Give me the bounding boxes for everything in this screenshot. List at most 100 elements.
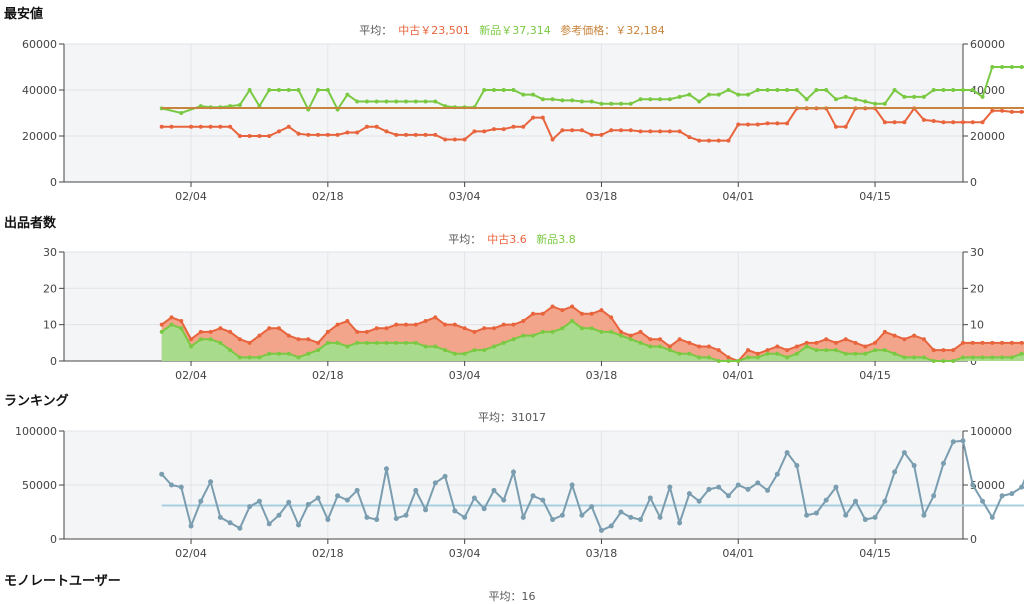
data-point-0 — [540, 497, 546, 503]
data-point-0 — [755, 480, 761, 486]
data-point-0 — [579, 128, 584, 133]
data-point-used — [404, 322, 409, 327]
x-tick-label: 03/18 — [586, 190, 618, 203]
data-point-1 — [716, 92, 721, 97]
data-point-0 — [785, 121, 790, 126]
data-point-used — [980, 340, 985, 345]
data-point-1 — [560, 98, 565, 103]
data-point-1 — [951, 88, 956, 92]
data-point-0 — [550, 517, 556, 523]
data-point-used — [628, 333, 633, 338]
data-point-1 — [482, 88, 487, 92]
data-point-1 — [394, 99, 399, 104]
x-tick-label: 02/18 — [312, 369, 344, 382]
y-tick-label-left: 0 — [50, 533, 57, 546]
data-point-0 — [980, 498, 986, 504]
data-point-1 — [892, 88, 897, 92]
data-point-0 — [296, 131, 301, 136]
data-point-0 — [471, 495, 477, 501]
data-point-1 — [579, 99, 584, 104]
sellers-section-title: 出品者数 — [4, 216, 57, 231]
data-point-used — [589, 311, 594, 316]
data-point-0 — [902, 120, 907, 125]
data-point-new — [814, 348, 819, 353]
data-point-1 — [794, 88, 799, 92]
data-point-0 — [735, 482, 741, 488]
monorate-section-title: モノレートユーザー — [4, 574, 121, 589]
data-point-1 — [970, 88, 975, 92]
data-point-used — [364, 329, 369, 334]
data-point-0 — [755, 122, 760, 127]
data-point-used — [511, 322, 516, 327]
data-point-used — [325, 329, 330, 334]
data-point-1 — [853, 97, 858, 102]
data-point-0 — [784, 450, 790, 456]
data-point-0 — [716, 138, 721, 143]
data-point-used — [912, 333, 917, 338]
data-point-0 — [344, 497, 350, 503]
data-point-0 — [393, 515, 399, 521]
data-point-0 — [882, 120, 887, 125]
data-point-0 — [980, 120, 985, 125]
data-point-used — [208, 329, 213, 334]
x-tick-label: 02/04 — [175, 369, 207, 382]
chart-1: 0 0 10 10 20 20 30 30 02/04 02/18 03/04 03/18 04/01 0… — [43, 246, 1024, 382]
data-point-1 — [267, 88, 272, 92]
y-tick-label-right: 20000 — [970, 130, 1005, 143]
data-point-used — [697, 344, 702, 349]
data-point-1 — [843, 94, 848, 99]
data-point-used — [863, 344, 868, 349]
data-point-0 — [706, 486, 712, 492]
data-point-0 — [911, 463, 917, 469]
data-point-new — [189, 344, 194, 349]
data-point-0 — [970, 120, 975, 125]
data-point-new — [833, 348, 838, 353]
data-point-new — [863, 351, 868, 356]
chart-2: 0 0 50000 50000 100000 100000 02/04 02/18 03/04 0… — [15, 425, 1024, 560]
data-point-new — [276, 351, 281, 356]
data-point-0 — [941, 120, 946, 125]
data-point-1 — [364, 99, 369, 104]
data-point-new — [931, 359, 936, 363]
data-point-1 — [521, 92, 526, 97]
ranking-avg-line: 平均：31017 — [478, 411, 546, 424]
data-point-new — [179, 326, 184, 331]
data-point-new — [237, 355, 242, 360]
data-point-new — [677, 351, 682, 356]
data-point-new — [296, 355, 301, 360]
data-point-0 — [364, 124, 369, 129]
data-point-new — [452, 351, 457, 356]
data-point-0 — [1019, 484, 1024, 490]
ranking-section-title: ランキング — [4, 394, 69, 409]
data-point-new — [482, 348, 487, 353]
data-point-used — [833, 340, 838, 345]
sellers-avg-line: 平均： 中古3.6 新品3.8 — [0, 231, 1024, 247]
data-point-1 — [404, 99, 409, 104]
data-point-0 — [1019, 109, 1024, 114]
data-point-0 — [677, 520, 683, 526]
data-point-1 — [355, 99, 360, 104]
data-point-0 — [765, 487, 771, 493]
data-point-new — [540, 329, 545, 334]
data-point-used — [843, 337, 848, 342]
data-point-0 — [511, 124, 516, 129]
y-tick-label-left: 50000 — [22, 479, 57, 492]
data-point-used — [794, 344, 799, 349]
data-point-0 — [345, 130, 350, 135]
data-point-0 — [745, 486, 751, 492]
data-point-0 — [178, 484, 184, 490]
y-tick-label-right: 30 — [970, 246, 984, 259]
data-point-0 — [306, 132, 311, 137]
y-tick-label-left: 20 — [43, 282, 57, 295]
data-point-1 — [237, 102, 242, 107]
data-point-0 — [638, 517, 644, 523]
data-point-1 — [931, 88, 936, 92]
data-point-0 — [188, 523, 194, 529]
data-point-0 — [247, 504, 253, 510]
data-point-used — [921, 337, 926, 342]
data-point-0 — [892, 120, 897, 125]
data-point-0 — [276, 129, 281, 134]
data-point-1 — [980, 94, 985, 99]
x-tick-label: 02/18 — [312, 547, 344, 560]
data-point-1 — [736, 92, 741, 97]
